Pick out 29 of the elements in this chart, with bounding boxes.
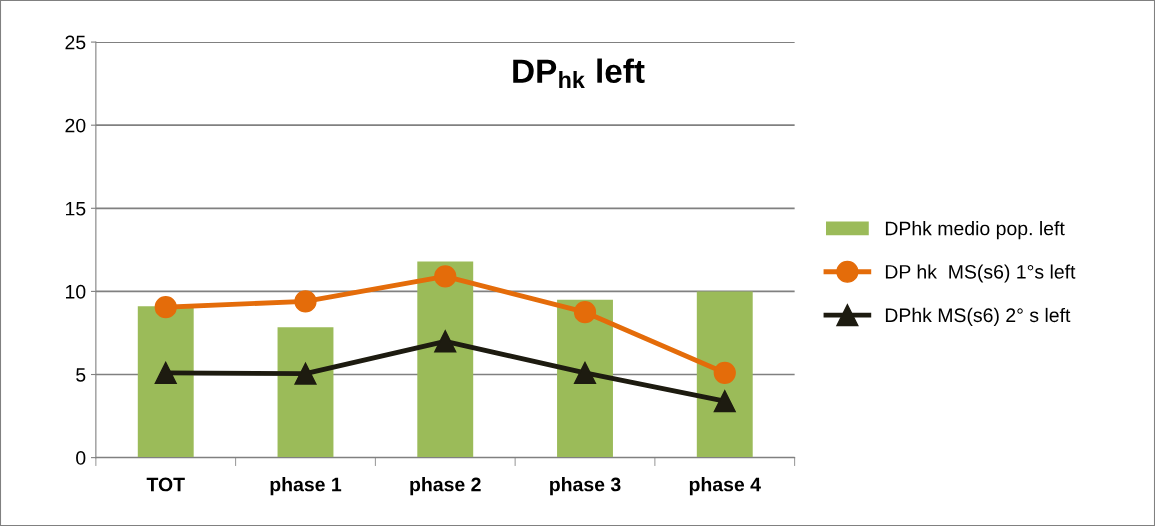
y-tick-label: 25: [65, 35, 86, 50]
point: [713, 361, 736, 384]
point: [154, 361, 177, 384]
y-tick-label: 15: [66, 201, 86, 216]
bar: [417, 261, 474, 458]
point: [294, 290, 317, 313]
point: [434, 330, 457, 353]
point: [154, 296, 177, 319]
point: [294, 362, 317, 385]
bar: [137, 306, 194, 458]
legend-label: DPhk medio pop. left: [885, 221, 1065, 240]
x-tick-label: phase 2: [410, 477, 481, 496]
point: [573, 301, 597, 324]
x-tick-label: phase 1: [270, 477, 342, 496]
x-tick-label: phase 3: [550, 477, 621, 496]
chart-title: DP$_{hk}$ left: [513, 58, 645, 88]
x-tick-label: phase 4: [689, 477, 761, 496]
bar: [277, 327, 334, 458]
y-tick-label: 10: [66, 284, 86, 299]
point: [573, 361, 597, 384]
y-tick-label: 5: [76, 368, 86, 382]
bar: [696, 291, 753, 458]
point: [713, 389, 736, 413]
y-tick-label: 20: [65, 118, 86, 133]
point: [434, 265, 457, 288]
x-tick-label: TOT: [146, 477, 185, 492]
y-tick-label: 0: [76, 451, 86, 465]
legend-label: DPhk MS(s6) 2° s left: [885, 307, 1071, 326]
legend-label: DP hk MS(s6) 1°s left: [885, 264, 1076, 283]
